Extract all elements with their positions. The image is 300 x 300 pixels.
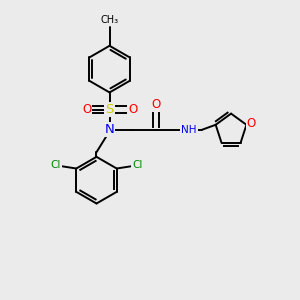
Text: Cl: Cl bbox=[132, 160, 143, 170]
Text: NH: NH bbox=[181, 125, 196, 135]
Text: Cl: Cl bbox=[50, 160, 61, 170]
Text: N: N bbox=[105, 123, 114, 136]
Text: O: O bbox=[152, 98, 161, 111]
Text: O: O bbox=[82, 103, 91, 116]
Text: S: S bbox=[105, 103, 114, 116]
Text: O: O bbox=[128, 103, 137, 116]
Text: CH₃: CH₃ bbox=[100, 15, 118, 25]
Text: O: O bbox=[247, 117, 256, 130]
